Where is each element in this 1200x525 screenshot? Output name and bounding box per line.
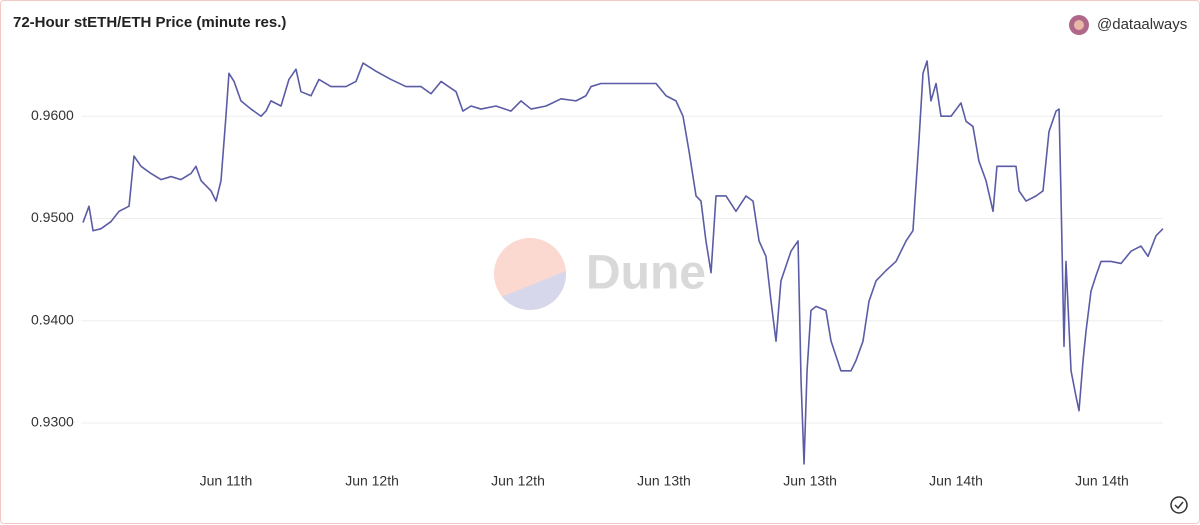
x-tick-label: Jun 14th: [929, 473, 983, 489]
x-tick-label: Jun 12th: [345, 473, 399, 489]
watermark-logo: [494, 238, 566, 310]
y-tick-label: 0.9400: [31, 311, 74, 327]
x-tick-label: Jun 13th: [637, 473, 691, 489]
y-tick-label: 0.9500: [31, 209, 74, 225]
x-tick-label: Jun 11th: [200, 473, 253, 489]
author-avatar-inner: [1074, 20, 1084, 30]
chart-title: 72-Hour stETH/ETH Price (minute res.): [13, 14, 286, 31]
x-tick-label: Jun 13th: [783, 473, 837, 489]
author-handle[interactable]: @dataalways: [1097, 16, 1187, 33]
x-tick-label: Jun 14th: [1075, 473, 1129, 489]
price-line: [82, 60, 1164, 465]
y-tick-label: 0.9300: [31, 414, 74, 430]
x-tick-label: Jun 12th: [491, 473, 545, 489]
watermark-text: Dune: [586, 247, 706, 300]
check-icon[interactable]: [1170, 496, 1188, 514]
y-tick-label: 0.9600: [31, 107, 74, 123]
